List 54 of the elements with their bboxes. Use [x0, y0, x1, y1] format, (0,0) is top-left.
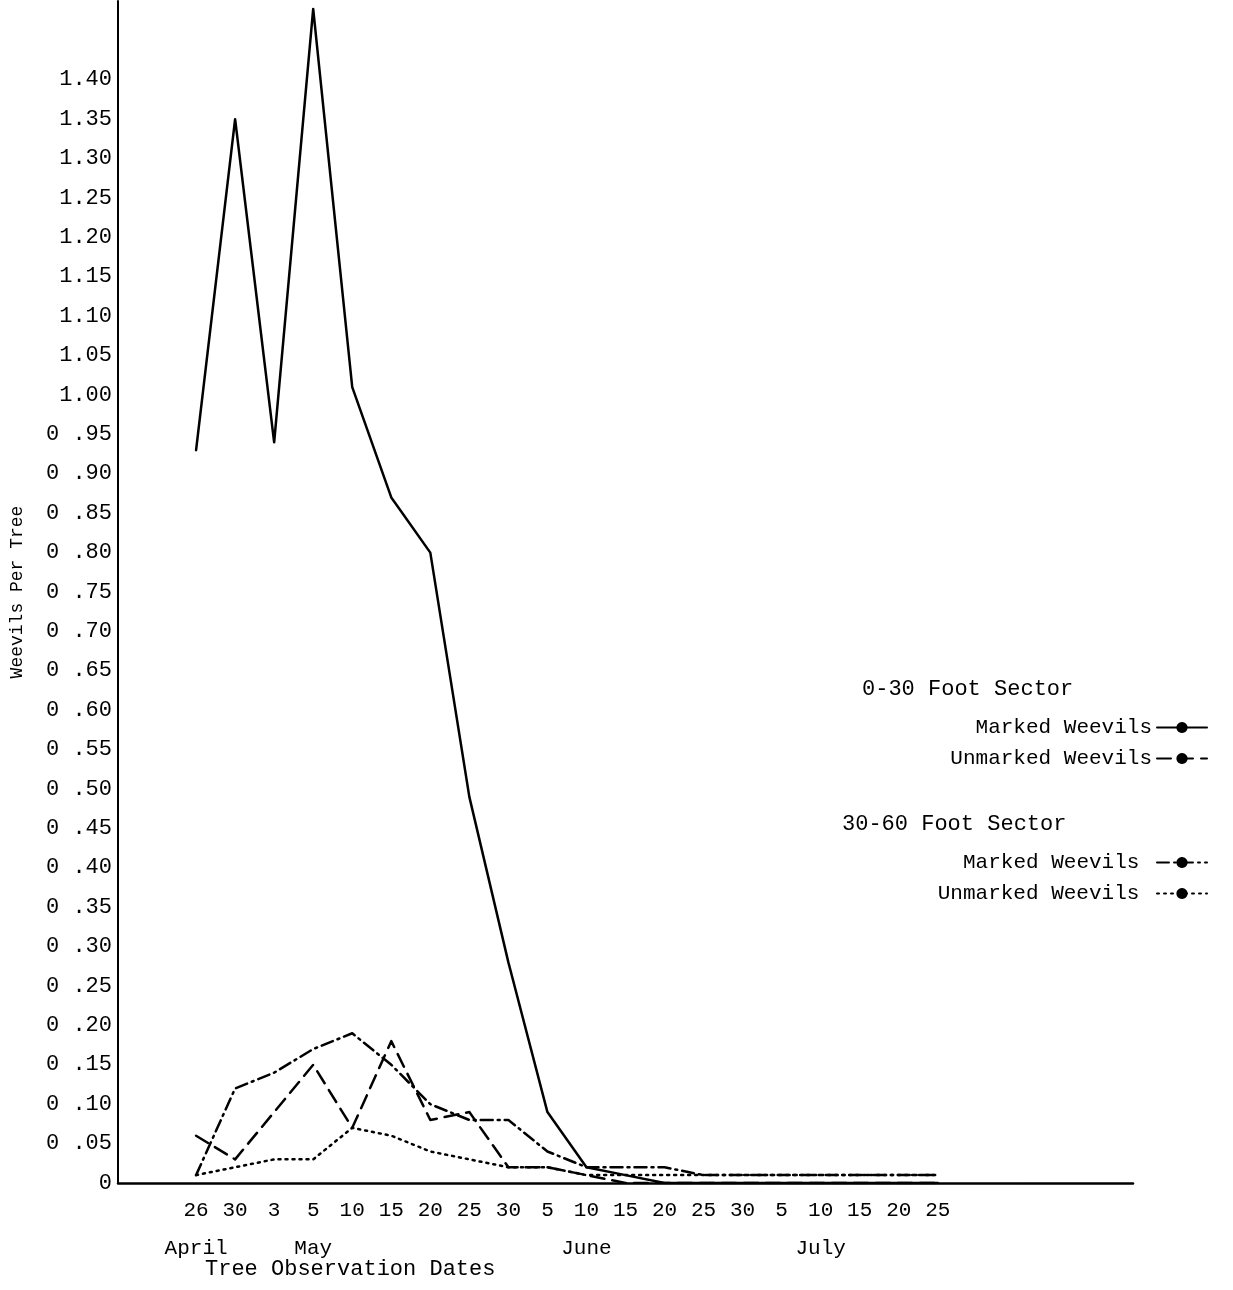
x-tick-label: 15 — [612, 1198, 639, 1222]
y-tick-label: 0 .95 — [45, 421, 112, 447]
y-tick-label: 0 .50 — [45, 776, 112, 802]
y-tick-label: 0 .25 — [45, 973, 112, 999]
y-tick-label: 0 .40 — [45, 855, 112, 881]
x-tick-label: 15 — [847, 1198, 873, 1222]
y-tick-label: 1.00 — [59, 382, 112, 408]
y-tick-label: 0 .90 — [45, 461, 112, 487]
x-tick-label: 25 — [690, 1198, 717, 1222]
y-tick-label: 1.35 — [59, 106, 112, 132]
annotation: 30-60 Foot Sector — [842, 811, 1067, 837]
y-tick-label: 1.10 — [59, 303, 112, 329]
y-tick-label: 0 .60 — [45, 697, 112, 723]
y-tick-label: 0 .05 — [45, 1131, 112, 1157]
x-tick-label: 20 — [651, 1198, 678, 1222]
x-tick-label: 10 July — [795, 1198, 846, 1260]
y-tick-label: 0 .75 — [45, 579, 112, 605]
y-tick-label: 0 .55 — [45, 737, 112, 763]
x-tick-label: 3 — [267, 1198, 281, 1222]
y-tick-label: 1.40 — [59, 67, 112, 93]
y-tick-label: 1.20 — [59, 224, 112, 250]
x-tick-label: 30 — [730, 1198, 756, 1222]
x-tick-label: 15 — [378, 1198, 404, 1222]
x-tick-label: 10 — [339, 1198, 365, 1222]
x-tick-label: 5 — [775, 1198, 788, 1222]
legend-label: Unmarked Weevils — [950, 747, 1152, 770]
y-tick-label: 0 .30 — [45, 934, 112, 960]
y-tick-label: 0 .15 — [45, 1052, 112, 1078]
y-tick-label: 0 .20 — [45, 1012, 112, 1038]
y-tick-label: 0 .45 — [45, 815, 112, 841]
y-tick-label: 1.30 — [59, 146, 112, 172]
y-tick-label: 0 .70 — [45, 618, 112, 644]
x-tick-label: 25 — [925, 1198, 951, 1222]
x-tick-label: 20 — [886, 1198, 912, 1222]
y-tick-label: 0 — [98, 1170, 112, 1196]
legend-label: Marked Weevils — [975, 716, 1152, 739]
x-tick-label: 5 — [541, 1198, 554, 1222]
x-tick-label: 25 — [456, 1198, 482, 1222]
y-tick-label: 1.05 — [59, 343, 112, 369]
x-tick-label: 30 — [495, 1198, 521, 1222]
y-tick-label: 0 .10 — [45, 1091, 112, 1117]
legend-label: Unmarked Weevils — [937, 882, 1152, 905]
y-tick-label: 0 .85 — [45, 500, 112, 526]
y-tick-label: 0 .35 — [45, 894, 112, 920]
y-tick-label: 1.15 — [59, 264, 112, 290]
x-tick-label: 20 — [417, 1198, 443, 1222]
y-tick-label: 1.25 — [59, 185, 112, 211]
y-tick-label: 0 .65 — [45, 658, 112, 684]
legend-label: Marked Weevils — [962, 851, 1152, 874]
y-axis-title: Weevils Per Tree — [7, 505, 27, 679]
x-tick-label: 10 June — [561, 1198, 612, 1260]
x-tick-label: 5 May — [294, 1198, 333, 1260]
y-tick-label: 0 .80 — [45, 540, 112, 566]
annotation: 0-30 Foot Sector — [862, 676, 1074, 702]
